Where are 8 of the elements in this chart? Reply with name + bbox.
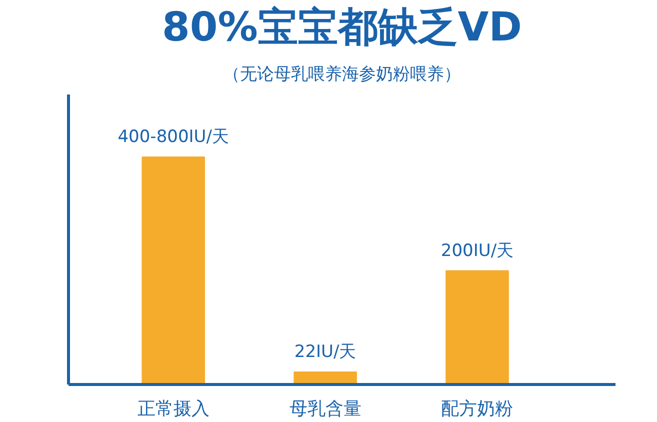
x-tick-label: 正常摄入 bbox=[137, 398, 210, 420]
x-tick-label: 配方奶粉 bbox=[441, 398, 514, 420]
data-label: 22IU/天 bbox=[294, 342, 356, 362]
data-label: 200IU/天 bbox=[440, 240, 514, 261]
chart-subtitle: （无论母乳喂养海参奶粉喂养） bbox=[223, 64, 461, 84]
x-tick-label: 母乳含量 bbox=[289, 398, 362, 420]
data-label: 400-800IU/天 bbox=[118, 127, 229, 148]
chart-title: 80%宝宝都缺乏VD bbox=[162, 4, 522, 50]
